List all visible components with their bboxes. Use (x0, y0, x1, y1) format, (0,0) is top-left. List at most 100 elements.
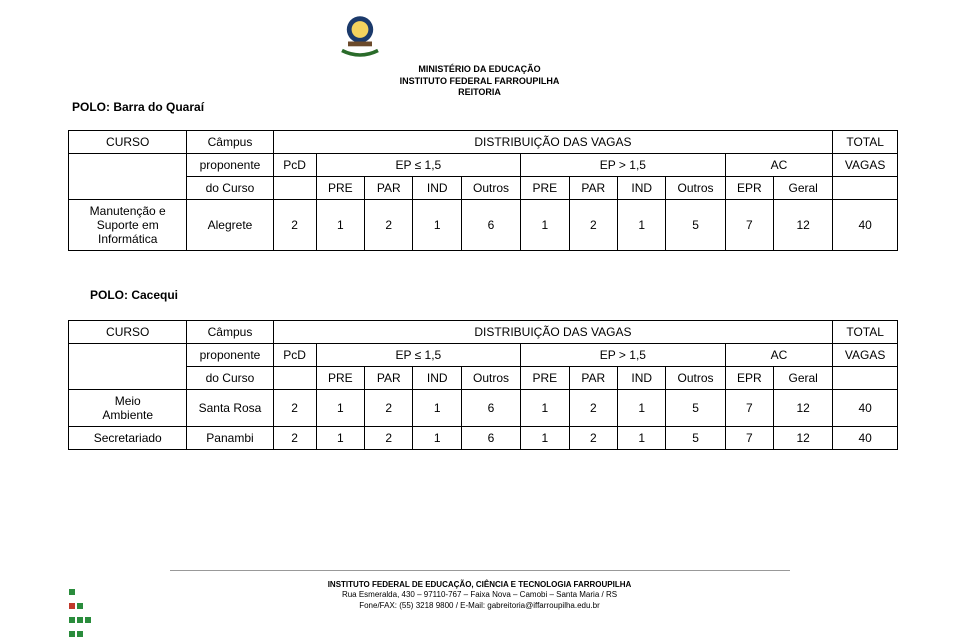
th-par2: PAR (569, 367, 617, 390)
th-total: TOTAL (833, 131, 898, 154)
th-docurso: do Curso (187, 177, 273, 200)
cell-v: 1 (618, 427, 666, 450)
th-ep15: EP ≤ 1,5 (316, 344, 521, 367)
cell-curso: Ambiente (75, 408, 180, 422)
header-line1: MINISTÉRIO DA EDUCAÇÃO (0, 64, 959, 76)
cell-v: 6 (461, 427, 520, 450)
th-vagas: VAGAS (833, 154, 898, 177)
cell-v: 1 (618, 200, 666, 251)
th-proponente: proponente (187, 154, 273, 177)
th-curso: CURSO (69, 131, 187, 154)
th-ind2: IND (618, 177, 666, 200)
cell-v: 12 (774, 427, 833, 450)
cell-v: 2 (569, 390, 617, 427)
th-dist: DISTRIBUIÇÃO DAS VAGAS (273, 321, 833, 344)
cell-v: 2 (273, 200, 316, 251)
cell-v: 1 (413, 427, 461, 450)
cell-v: 2 (365, 427, 413, 450)
brasao-icon (330, 8, 390, 63)
cell-v: 2 (365, 200, 413, 251)
cell-v: 12 (774, 390, 833, 427)
cell-v: 7 (725, 390, 773, 427)
cell-v: 1 (316, 200, 364, 251)
th-pcd: PcD (273, 154, 316, 177)
th-outros2: Outros (666, 367, 725, 390)
cell-v: 7 (725, 427, 773, 450)
cell-v: 2 (273, 390, 316, 427)
th-curso: CURSO (69, 321, 187, 344)
cell-v: 1 (521, 427, 569, 450)
cell-v: 1 (521, 390, 569, 427)
footer-line3: Fone/FAX: (55) 3218 9800 / E-Mail: gabre… (0, 601, 959, 611)
cell-curso: Informática (75, 232, 180, 246)
polo2-table: CURSO Câmpus DISTRIBUIÇÃO DAS VAGAS TOTA… (68, 320, 898, 450)
cell-v: 1 (618, 390, 666, 427)
table-header-row: proponente PcD EP ≤ 1,5 EP > 1,5 AC VAGA… (69, 344, 898, 367)
table-header-row: CURSO Câmpus DISTRIBUIÇÃO DAS VAGAS TOTA… (69, 131, 898, 154)
cell-campus: Santa Rosa (187, 390, 273, 427)
footer-divider (170, 570, 790, 571)
th-ind: IND (413, 367, 461, 390)
cell-curso: Meio (75, 394, 180, 408)
th-pre2: PRE (521, 177, 569, 200)
polo1-title: POLO: Barra do Quaraí (72, 100, 204, 114)
cell-v: 40 (833, 200, 898, 251)
th-geral: Geral (774, 177, 833, 200)
th-par: PAR (365, 367, 413, 390)
polo1-table: CURSO Câmpus DISTRIBUIÇÃO DAS VAGAS TOTA… (68, 130, 898, 251)
table-header-row: do Curso PRE PAR IND Outros PRE PAR IND … (69, 367, 898, 390)
th-outros: Outros (461, 367, 520, 390)
th-pre: PRE (316, 177, 364, 200)
table-header-row: do Curso PRE PAR IND Outros PRE PAR IND … (69, 177, 898, 200)
cell-v: 1 (521, 200, 569, 251)
cell-campus: Alegrete (187, 200, 273, 251)
cell-curso: Suporte em (75, 218, 180, 232)
th-ac: AC (725, 154, 833, 177)
th-outros: Outros (461, 177, 520, 200)
header-line2: INSTITUTO FEDERAL FARROUPILHA (0, 76, 959, 88)
th-epg15: EP > 1,5 (521, 154, 726, 177)
cell-v: 7 (725, 200, 773, 251)
cell-v: 6 (461, 200, 520, 251)
cell-v: 1 (413, 390, 461, 427)
th-campus: Câmpus (187, 131, 273, 154)
table-header-row: proponente PcD EP ≤ 1,5 EP > 1,5 AC VAGA… (69, 154, 898, 177)
cell-v: 1 (413, 200, 461, 251)
cell-v: 40 (833, 427, 898, 450)
cell-v: 5 (666, 427, 725, 450)
header-line3: REITORIA (0, 87, 959, 99)
cell-curso: Manutenção e (75, 204, 180, 218)
cell-v: 1 (316, 390, 364, 427)
table-header-row: CURSO Câmpus DISTRIBUIÇÃO DAS VAGAS TOTA… (69, 321, 898, 344)
cell-v: 6 (461, 390, 520, 427)
th-geral: Geral (774, 367, 833, 390)
cell-curso: Secretariado (69, 427, 187, 450)
th-epr: EPR (725, 177, 773, 200)
cell-v: 5 (666, 200, 725, 251)
cell-v: 12 (774, 200, 833, 251)
th-dist: DISTRIBUIÇÃO DAS VAGAS (273, 131, 833, 154)
th-vagas: VAGAS (833, 344, 898, 367)
th-pre2: PRE (521, 367, 569, 390)
th-ind2: IND (618, 367, 666, 390)
th-proponente: proponente (187, 344, 273, 367)
th-docurso: do Curso (187, 367, 273, 390)
footer-line1: INSTITUTO FEDERAL DE EDUCAÇÃO, CIÊNCIA E… (0, 580, 959, 590)
th-campus: Câmpus (187, 321, 273, 344)
th-epg15: EP > 1,5 (521, 344, 726, 367)
table-row: Secretariado Panambi 2 1 2 1 6 1 2 1 5 7… (69, 427, 898, 450)
th-par: PAR (365, 177, 413, 200)
cell-v: 2 (365, 390, 413, 427)
th-ac: AC (725, 344, 833, 367)
cell-v: 2 (569, 427, 617, 450)
cell-v: 2 (569, 200, 617, 251)
cell-v: 2 (273, 427, 316, 450)
th-outros2: Outros (666, 177, 725, 200)
cell-campus: Panambi (187, 427, 273, 450)
th-ind: IND (413, 177, 461, 200)
footer-block: INSTITUTO FEDERAL DE EDUCAÇÃO, CIÊNCIA E… (0, 580, 959, 611)
th-total: TOTAL (833, 321, 898, 344)
th-par2: PAR (569, 177, 617, 200)
cell-v: 40 (833, 390, 898, 427)
th-ep15: EP ≤ 1,5 (316, 154, 521, 177)
